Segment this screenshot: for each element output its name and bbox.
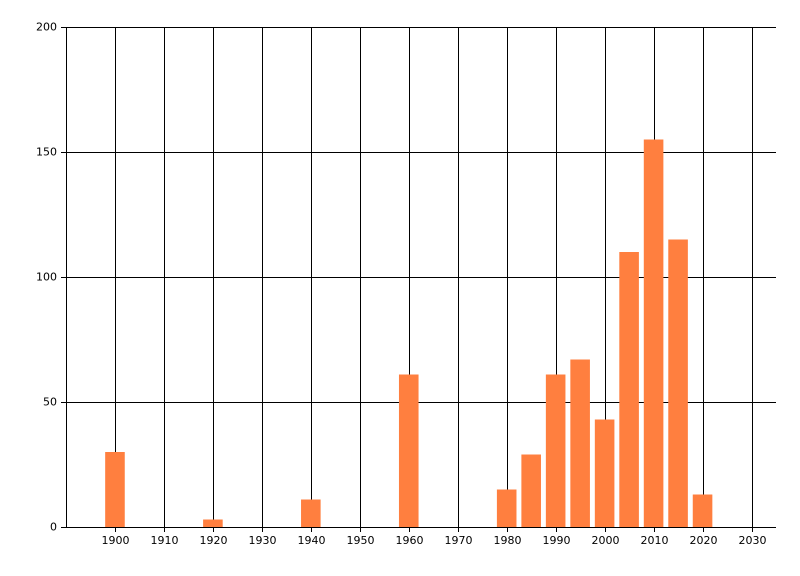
bar bbox=[521, 454, 541, 527]
x-tick-label: 1910 bbox=[151, 534, 179, 547]
bar bbox=[692, 494, 713, 527]
bar bbox=[643, 139, 664, 527]
bar bbox=[105, 452, 125, 527]
x-tick-label: 1960 bbox=[396, 534, 424, 547]
x-tick-label: 2030 bbox=[739, 534, 767, 547]
bar bbox=[203, 519, 223, 527]
x-tick-label: 1920 bbox=[200, 534, 228, 547]
x-tick-label: 1990 bbox=[543, 534, 571, 547]
x-tick-label: 1900 bbox=[102, 534, 130, 547]
x-tick-label: 1940 bbox=[298, 534, 326, 547]
y-tick-label: 50 bbox=[43, 396, 57, 409]
x-tick-label: 2010 bbox=[641, 534, 669, 547]
bar bbox=[668, 239, 688, 527]
bar bbox=[398, 374, 419, 527]
x-tick-label: 1970 bbox=[445, 534, 473, 547]
y-tick-label: 0 bbox=[50, 521, 57, 534]
x-tick-label: 1930 bbox=[249, 534, 277, 547]
x-tick-label: 2000 bbox=[592, 534, 620, 547]
x-tick-label: 2020 bbox=[690, 534, 718, 547]
bar bbox=[594, 419, 615, 527]
bar bbox=[496, 489, 517, 527]
bar bbox=[301, 499, 321, 527]
y-tick-label: 100 bbox=[36, 271, 57, 284]
bar bbox=[545, 374, 566, 527]
bar bbox=[570, 359, 590, 527]
x-tick-label: 1980 bbox=[494, 534, 522, 547]
y-tick-label: 200 bbox=[36, 21, 57, 34]
x-tick-label: 1950 bbox=[347, 534, 375, 547]
y-tick-label: 150 bbox=[36, 146, 57, 159]
bar bbox=[619, 252, 639, 527]
